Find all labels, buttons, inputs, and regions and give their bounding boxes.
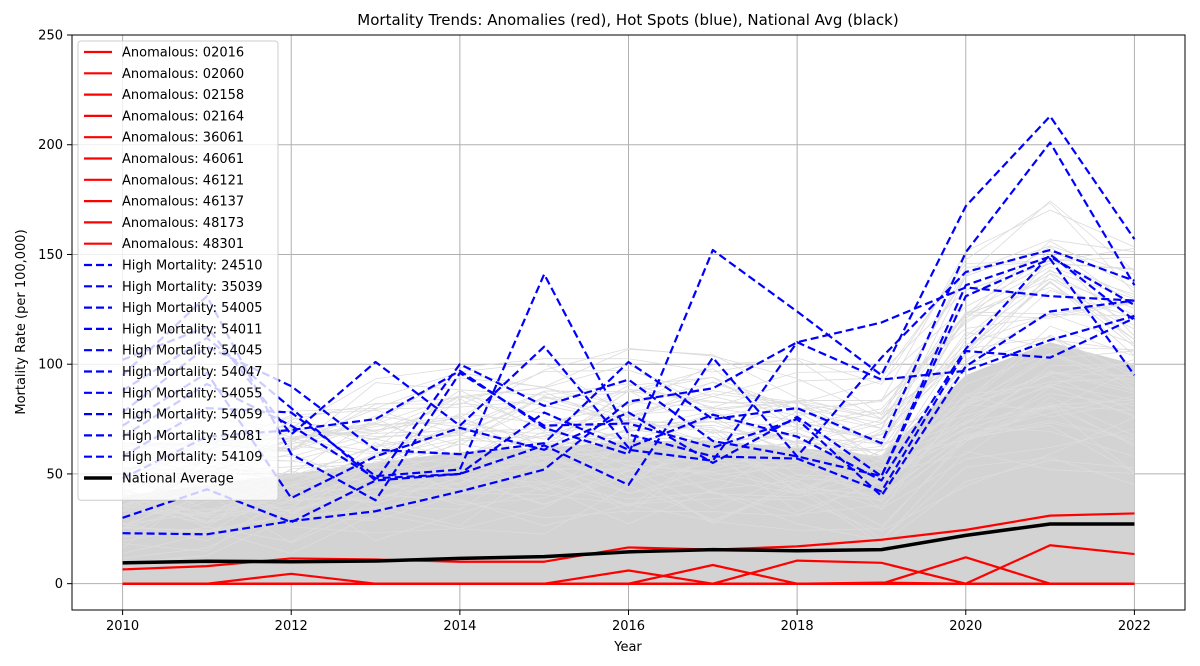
background-county-line	[122, 287, 1135, 484]
background-county-line	[122, 209, 1135, 454]
background-county-line	[122, 302, 1135, 511]
chart-title: Mortality Trends: Anomalies (red), Hot S…	[357, 11, 898, 29]
legend-label: Anomalous: 02158	[122, 88, 244, 103]
legend-label: High Mortality: 54109	[122, 450, 263, 465]
legend-label: Anomalous: 46121	[122, 173, 244, 188]
background-county-line	[122, 359, 1135, 508]
series-line-high-mortality-54045	[122, 273, 1135, 493]
background-county-line	[122, 300, 1135, 454]
series-lines	[121, 115, 1136, 585]
background-county-line	[122, 417, 1135, 544]
background-county-line	[122, 278, 1135, 488]
series-line-national-average	[122, 522, 1135, 565]
series-line-high-mortality-54059	[121, 295, 1135, 502]
legend-label: High Mortality: 54059	[122, 408, 263, 423]
background-county-line	[122, 425, 1135, 542]
legend-label: High Mortality: 54045	[122, 344, 263, 359]
background-county-line	[122, 313, 1135, 513]
y-tick-label: 150	[38, 248, 63, 263]
legend: Anomalous: 02016 Anomalous: 02060 Anomalou…	[77, 40, 279, 501]
y-axis-title: Mortality Rate (per 100,000)	[14, 229, 29, 414]
background-county-line	[122, 281, 1135, 470]
background-county-lines	[122, 200, 1135, 584]
legend-label: High Mortality: 35039	[122, 280, 263, 295]
background-county-line	[122, 386, 1135, 522]
background-county-line	[122, 375, 1135, 531]
x-axis-title: Year	[613, 640, 642, 655]
legend-label: National Average	[122, 472, 234, 487]
legend-label: Anomalous: 02016	[122, 46, 244, 61]
background-county-line	[122, 396, 1135, 526]
y-tick-label: 0	[55, 577, 63, 592]
legend-label: High Mortality: 54055	[122, 386, 263, 401]
series-line-high-mortality-54081	[122, 314, 1135, 480]
background-county-line	[122, 325, 1135, 518]
series-line-anomalous-02158	[122, 556, 1135, 585]
background-county-line	[122, 363, 1135, 514]
series-line-high-mortality-35039	[122, 248, 1135, 524]
background-county-line	[122, 256, 1135, 453]
series-line-high-mortality-54055	[122, 255, 1135, 482]
series-line-high-mortality-54005	[122, 115, 1136, 480]
legend-label: Anomalous: 02164	[122, 109, 244, 124]
legend-label: Anomalous: 48173	[122, 216, 244, 231]
background-county-line	[122, 405, 1135, 542]
background-county-line	[122, 263, 1135, 477]
series-line-high-mortality-54011	[121, 141, 1136, 456]
legend-box	[77, 40, 279, 501]
background-county-line	[122, 250, 1135, 503]
x-tick-label: 2010	[106, 619, 139, 634]
x-tick-label: 2016	[612, 619, 645, 634]
background-county-line	[122, 369, 1135, 525]
background-county-line	[122, 289, 1135, 505]
series-line-high-mortality-54047	[122, 253, 1136, 482]
legend-label: High Mortality: 54047	[122, 365, 263, 380]
x-tick-label: 2014	[443, 619, 476, 634]
y-tick-label: 200	[38, 138, 63, 153]
background-band	[122, 342, 1135, 584]
legend-label: High Mortality: 24510	[122, 259, 263, 274]
legend-label: Anomalous: 48301	[122, 237, 244, 252]
y-tick-label: 250	[38, 29, 63, 44]
background-county-line	[122, 395, 1135, 512]
x-tick-label: 2018	[781, 619, 814, 634]
legend-label: High Mortality: 54005	[122, 301, 263, 316]
legend-label: Anomalous: 36061	[122, 131, 244, 146]
legend-label: Anomalous: 02060	[122, 67, 244, 82]
background-county-line	[122, 385, 1135, 516]
background-county-line	[122, 302, 1135, 468]
background-county-line	[122, 378, 1135, 530]
axis-ticks: 2010 2012 2014 2016 2018 2020 2022 0 50 100 150 200…	[38, 29, 1151, 635]
y-tick-label: 50	[46, 467, 63, 482]
background-county-line	[122, 402, 1135, 534]
x-tick-label: 2012	[275, 619, 308, 634]
legend-label: Anomalous: 46137	[122, 195, 244, 210]
legend-label: Anomalous: 46061	[122, 152, 244, 167]
x-tick-label: 2020	[949, 619, 982, 634]
background-county-line	[122, 405, 1135, 542]
y-tick-label: 100	[38, 358, 63, 373]
series-line-anomalous-36061	[122, 512, 1135, 571]
background-county-line	[122, 313, 1135, 470]
x-tick-label: 2022	[1118, 619, 1151, 634]
background-county-line	[122, 450, 1135, 564]
series-line-high-mortality-54109	[122, 257, 1136, 500]
legend-label: High Mortality: 54081	[122, 429, 263, 444]
legend-label: High Mortality: 54011	[122, 322, 263, 337]
background-county-line	[122, 338, 1135, 518]
background-county-line	[122, 420, 1135, 530]
